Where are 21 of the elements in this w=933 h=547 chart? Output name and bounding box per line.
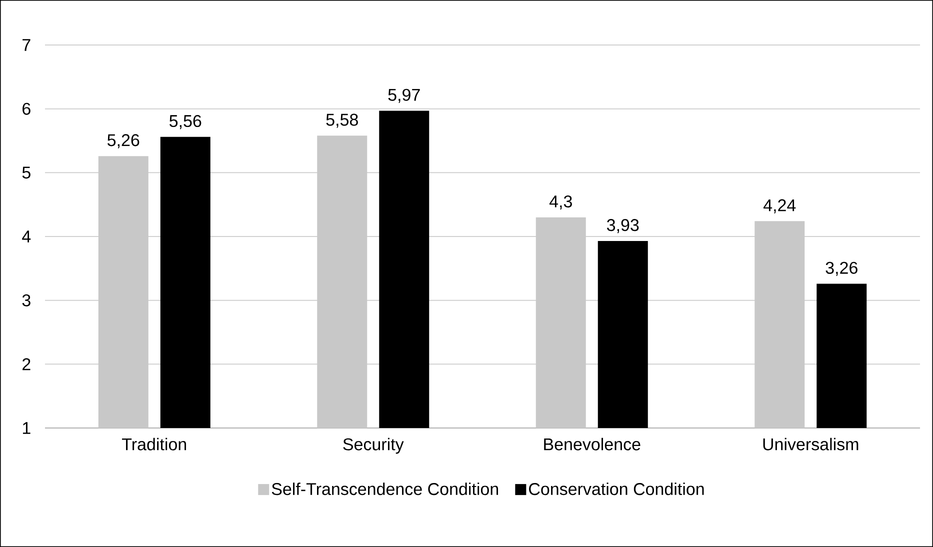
- y-tick-label: 2: [22, 358, 30, 370]
- y-tick-label: 1: [22, 422, 30, 434]
- y-tick-label: 4: [22, 230, 31, 242]
- x-tick-label: Security: [343, 438, 404, 454]
- y-tick-label: 3: [22, 294, 30, 306]
- data-label: 4,24: [763, 199, 796, 214]
- x-tick-label: Benevolence: [544, 438, 640, 450]
- data-label: 5,58: [326, 114, 358, 128]
- legend-label: Self-Transcendence Condition: [272, 482, 498, 496]
- data-label: 4,3: [549, 195, 572, 210]
- x-tick-label: Universalism: [763, 438, 858, 450]
- legend-label: Conservation Condition: [529, 482, 704, 496]
- data-label: 3,93: [606, 219, 639, 234]
- y-tick-label: 5: [22, 166, 30, 179]
- data-label: 3,26: [826, 262, 858, 276]
- data-label: 5,56: [170, 115, 202, 130]
- data-label: 5,97: [388, 88, 420, 103]
- y-tick-label: 7: [22, 39, 30, 51]
- data-label: 5,26: [108, 134, 140, 148]
- x-tick-label: Tradition: [122, 438, 186, 450]
- y-tick-label: 6: [22, 102, 30, 115]
